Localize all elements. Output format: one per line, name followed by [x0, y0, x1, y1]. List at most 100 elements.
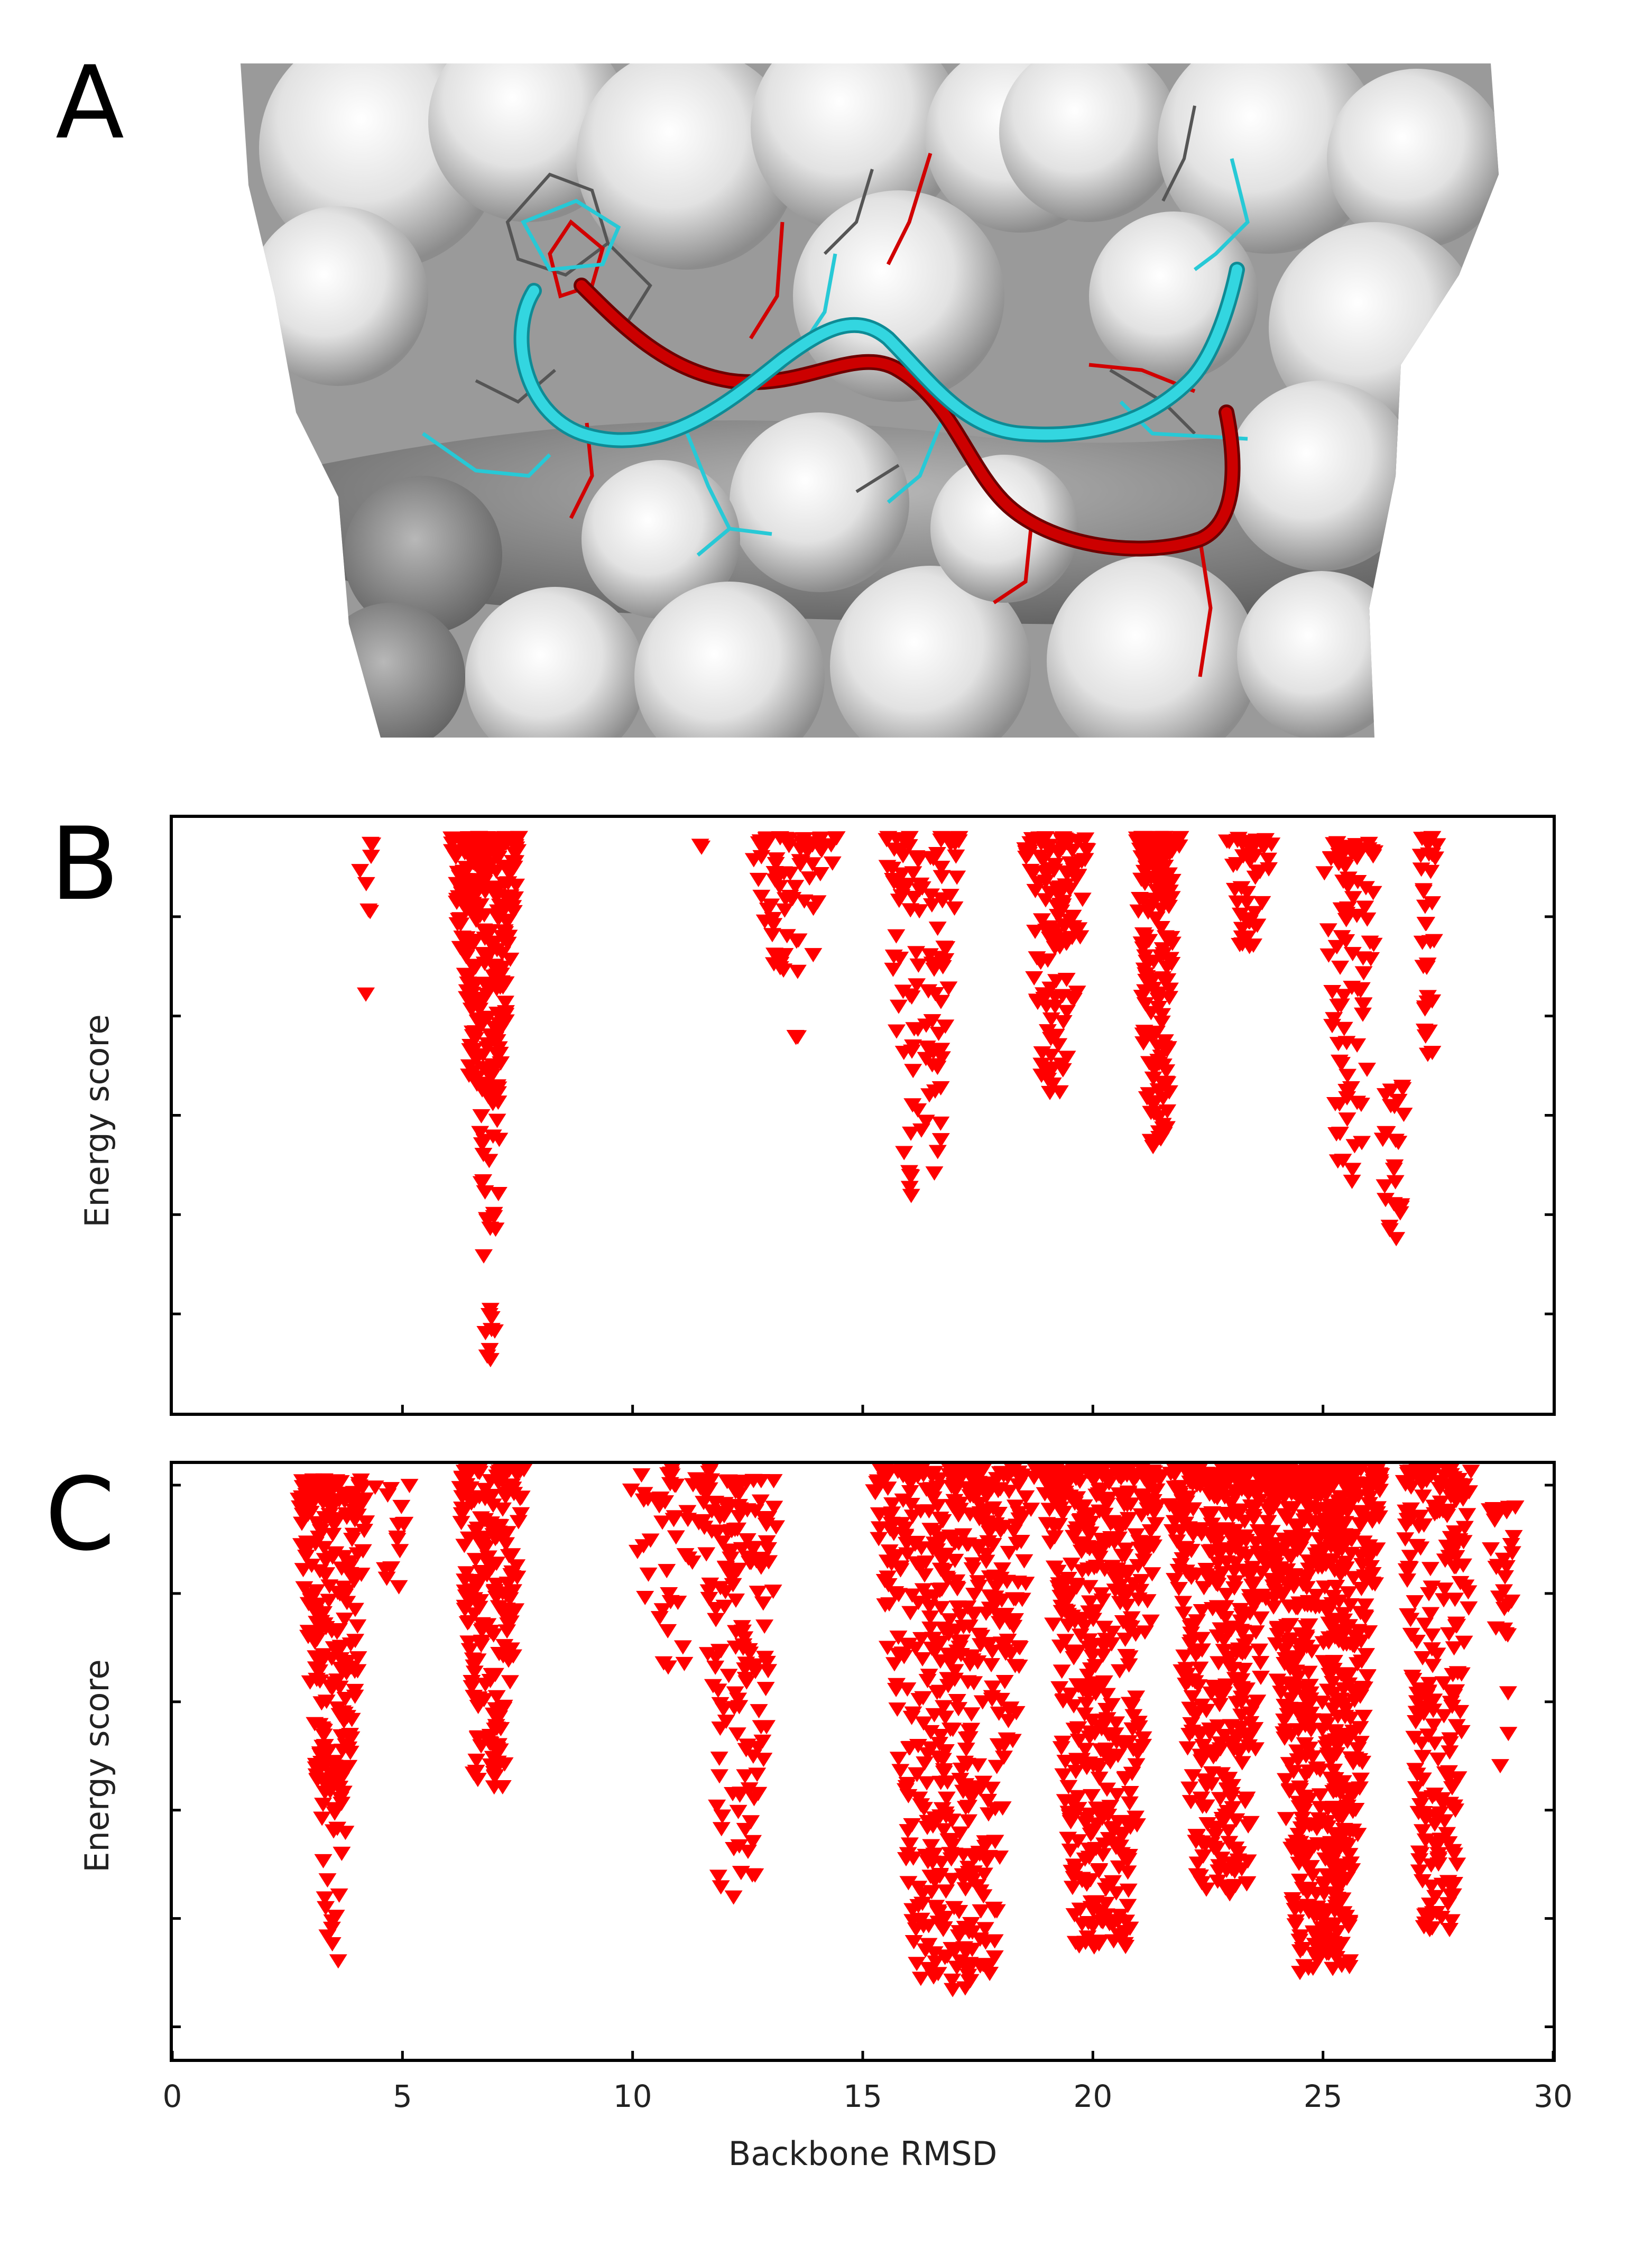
data-point-marker — [1077, 842, 1095, 857]
data-point-marker — [1076, 1816, 1095, 1830]
data-point-marker — [329, 1954, 347, 1969]
data-point-marker — [711, 1581, 730, 1596]
data-point-marker — [1077, 1697, 1096, 1711]
data-point-marker — [1424, 1659, 1442, 1673]
data-point-marker — [1335, 1727, 1354, 1742]
data-point-marker — [921, 1621, 940, 1636]
data-point-marker — [745, 1792, 763, 1807]
data-point-marker — [1451, 1705, 1470, 1719]
data-point-marker — [1338, 1782, 1356, 1797]
data-point-marker — [1333, 930, 1351, 945]
data-point-marker — [1416, 1029, 1435, 1044]
data-point-marker — [1175, 1544, 1193, 1559]
data-point-marker — [1053, 1664, 1071, 1679]
data-point-marker — [1502, 1537, 1520, 1552]
data-point-marker — [1174, 1552, 1192, 1567]
data-point-marker — [1288, 1744, 1306, 1759]
data-point-marker — [1071, 930, 1090, 945]
data-point-marker — [346, 1634, 365, 1649]
data-point-marker — [1065, 1723, 1084, 1737]
data-point-marker — [944, 1650, 962, 1664]
data-point-marker — [905, 890, 924, 905]
data-point-marker — [810, 832, 828, 846]
data-point-marker — [878, 1641, 897, 1655]
data-point-marker — [764, 1585, 782, 1599]
data-point-marker — [357, 1515, 375, 1530]
data-point-marker — [1485, 1513, 1504, 1528]
data-point-marker — [909, 1881, 928, 1895]
data-point-marker — [947, 1574, 966, 1589]
data-point-marker — [1119, 1485, 1138, 1500]
data-point-marker — [925, 962, 944, 977]
data-point-marker — [1327, 940, 1346, 954]
data-point-marker — [752, 889, 771, 904]
data-point-marker — [987, 1580, 1005, 1595]
panel-c-markers — [290, 1463, 1525, 1997]
data-point-marker — [1069, 1790, 1087, 1804]
data-point-marker — [478, 831, 496, 845]
data-point-marker — [1121, 1785, 1139, 1800]
data-point-marker — [1175, 1508, 1194, 1523]
data-point-marker — [916, 1943, 935, 1958]
data-point-marker — [1011, 1641, 1029, 1656]
data-point-marker — [1361, 935, 1379, 950]
data-point-marker — [316, 1891, 334, 1906]
data-point-marker — [1407, 1715, 1425, 1729]
data-point-marker — [1160, 982, 1179, 997]
data-point-marker — [993, 1636, 1011, 1651]
data-point-marker — [1320, 1631, 1339, 1646]
data-point-marker — [1230, 1746, 1249, 1761]
data-point-marker — [1294, 1477, 1313, 1491]
data-point-marker — [1419, 1728, 1437, 1743]
data-point-marker — [934, 1553, 952, 1568]
data-point-marker — [1134, 1553, 1153, 1568]
data-point-marker — [719, 1669, 738, 1683]
data-point-marker — [1109, 1748, 1127, 1763]
data-point-marker — [1422, 1468, 1441, 1483]
data-point-marker — [755, 1512, 773, 1526]
data-point-marker — [776, 948, 794, 963]
data-point-marker — [1389, 1093, 1408, 1108]
data-point-marker — [998, 1574, 1016, 1589]
data-point-marker — [662, 1468, 681, 1483]
data-point-marker — [1072, 854, 1091, 869]
data-point-marker — [357, 877, 375, 891]
data-point-marker — [400, 1479, 419, 1494]
data-point-marker — [310, 1490, 329, 1505]
data-point-marker — [1427, 1840, 1446, 1855]
data-point-marker — [1102, 1821, 1121, 1836]
data-point-marker — [468, 846, 486, 861]
data-point-marker — [1206, 1829, 1225, 1844]
data-point-marker — [472, 1536, 490, 1551]
data-point-marker — [1213, 1471, 1231, 1486]
data-point-marker — [947, 849, 965, 864]
data-point-marker — [1422, 1607, 1440, 1622]
data-point-marker — [469, 1700, 487, 1715]
data-point-marker — [1134, 1738, 1152, 1753]
data-point-marker — [320, 1579, 339, 1594]
data-point-marker — [956, 1801, 975, 1816]
data-point-marker — [350, 1499, 369, 1514]
data-point-marker — [940, 1613, 959, 1628]
data-point-marker — [1130, 1720, 1148, 1735]
data-point-marker — [1211, 1482, 1229, 1497]
data-point-marker — [1187, 1708, 1205, 1723]
data-point-marker — [309, 1608, 327, 1623]
data-point-marker — [1290, 1780, 1309, 1795]
data-point-marker — [666, 1510, 684, 1525]
data-point-marker — [338, 1511, 356, 1525]
data-point-marker — [1111, 1579, 1130, 1594]
data-point-marker — [1331, 961, 1350, 975]
data-point-marker — [1324, 1675, 1342, 1690]
data-point-marker — [974, 1889, 993, 1904]
data-point-marker — [695, 1476, 713, 1491]
data-point-marker — [980, 1525, 999, 1540]
data-point-marker — [1086, 1659, 1105, 1673]
panel-letter-b: B — [50, 806, 119, 923]
data-point-marker — [1323, 985, 1342, 1000]
data-point-marker — [1435, 1814, 1454, 1829]
data-point-marker — [479, 867, 497, 881]
data-point-marker — [1311, 1763, 1330, 1778]
data-point-marker — [1087, 1841, 1105, 1856]
data-point-marker — [1081, 1595, 1099, 1610]
